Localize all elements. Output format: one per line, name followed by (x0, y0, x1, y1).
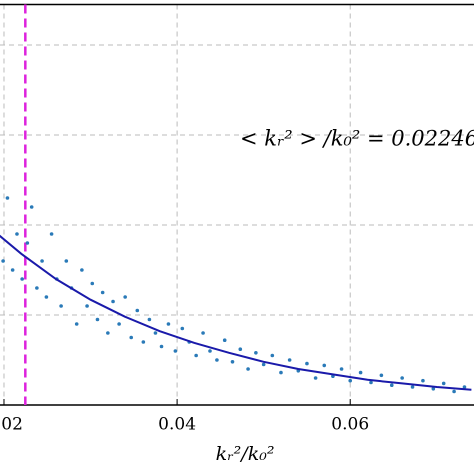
point (246, 367, 250, 371)
point (106, 331, 110, 335)
point (379, 373, 384, 378)
point (410, 385, 415, 389)
point (15, 232, 19, 236)
point (29, 205, 34, 209)
point (339, 367, 344, 371)
point (358, 370, 363, 375)
point (389, 383, 394, 388)
point (254, 351, 258, 355)
point (238, 347, 243, 352)
point (5, 196, 10, 200)
point (201, 331, 205, 335)
point (400, 376, 404, 380)
point (44, 295, 49, 299)
point (261, 362, 266, 367)
point (279, 370, 283, 375)
point (95, 317, 100, 322)
point (194, 353, 198, 358)
fit-line (0, 234, 472, 391)
point (441, 381, 446, 386)
point (35, 286, 39, 290)
point (431, 387, 436, 391)
point (305, 361, 309, 366)
point (348, 378, 353, 383)
point (64, 259, 69, 263)
point (208, 349, 212, 353)
point (141, 340, 146, 344)
point (147, 317, 152, 322)
point (180, 326, 185, 331)
point (100, 290, 105, 295)
x-axis-label: kᵣ²/k₀² (216, 443, 275, 465)
x-tick-label: 0.06 (331, 415, 369, 435)
x-tick-label: 0.02 (0, 415, 23, 435)
point (25, 241, 30, 245)
point (111, 299, 115, 304)
point (74, 322, 79, 326)
point (322, 363, 327, 368)
point (10, 268, 15, 272)
point (222, 338, 227, 343)
x-tick-label: 0.04 (158, 415, 196, 435)
point (85, 304, 89, 308)
point (270, 353, 275, 358)
point (129, 335, 134, 340)
point (40, 259, 44, 263)
point (369, 380, 373, 385)
point (452, 389, 456, 394)
point (230, 360, 235, 364)
point (49, 232, 54, 236)
point (173, 349, 178, 353)
point (159, 344, 164, 349)
annotation: < kᵣ² > /k₀² = 0.022465 (240, 127, 474, 151)
point (135, 308, 140, 313)
point (313, 376, 318, 380)
point (421, 378, 425, 383)
point (59, 304, 63, 308)
point (1, 259, 5, 263)
point (117, 322, 121, 326)
point (90, 281, 95, 286)
point (123, 295, 127, 299)
point (20, 277, 24, 281)
point (462, 385, 467, 389)
point (166, 322, 171, 326)
point (215, 358, 219, 362)
point (287, 358, 292, 362)
point (80, 268, 84, 272)
point (153, 331, 158, 335)
